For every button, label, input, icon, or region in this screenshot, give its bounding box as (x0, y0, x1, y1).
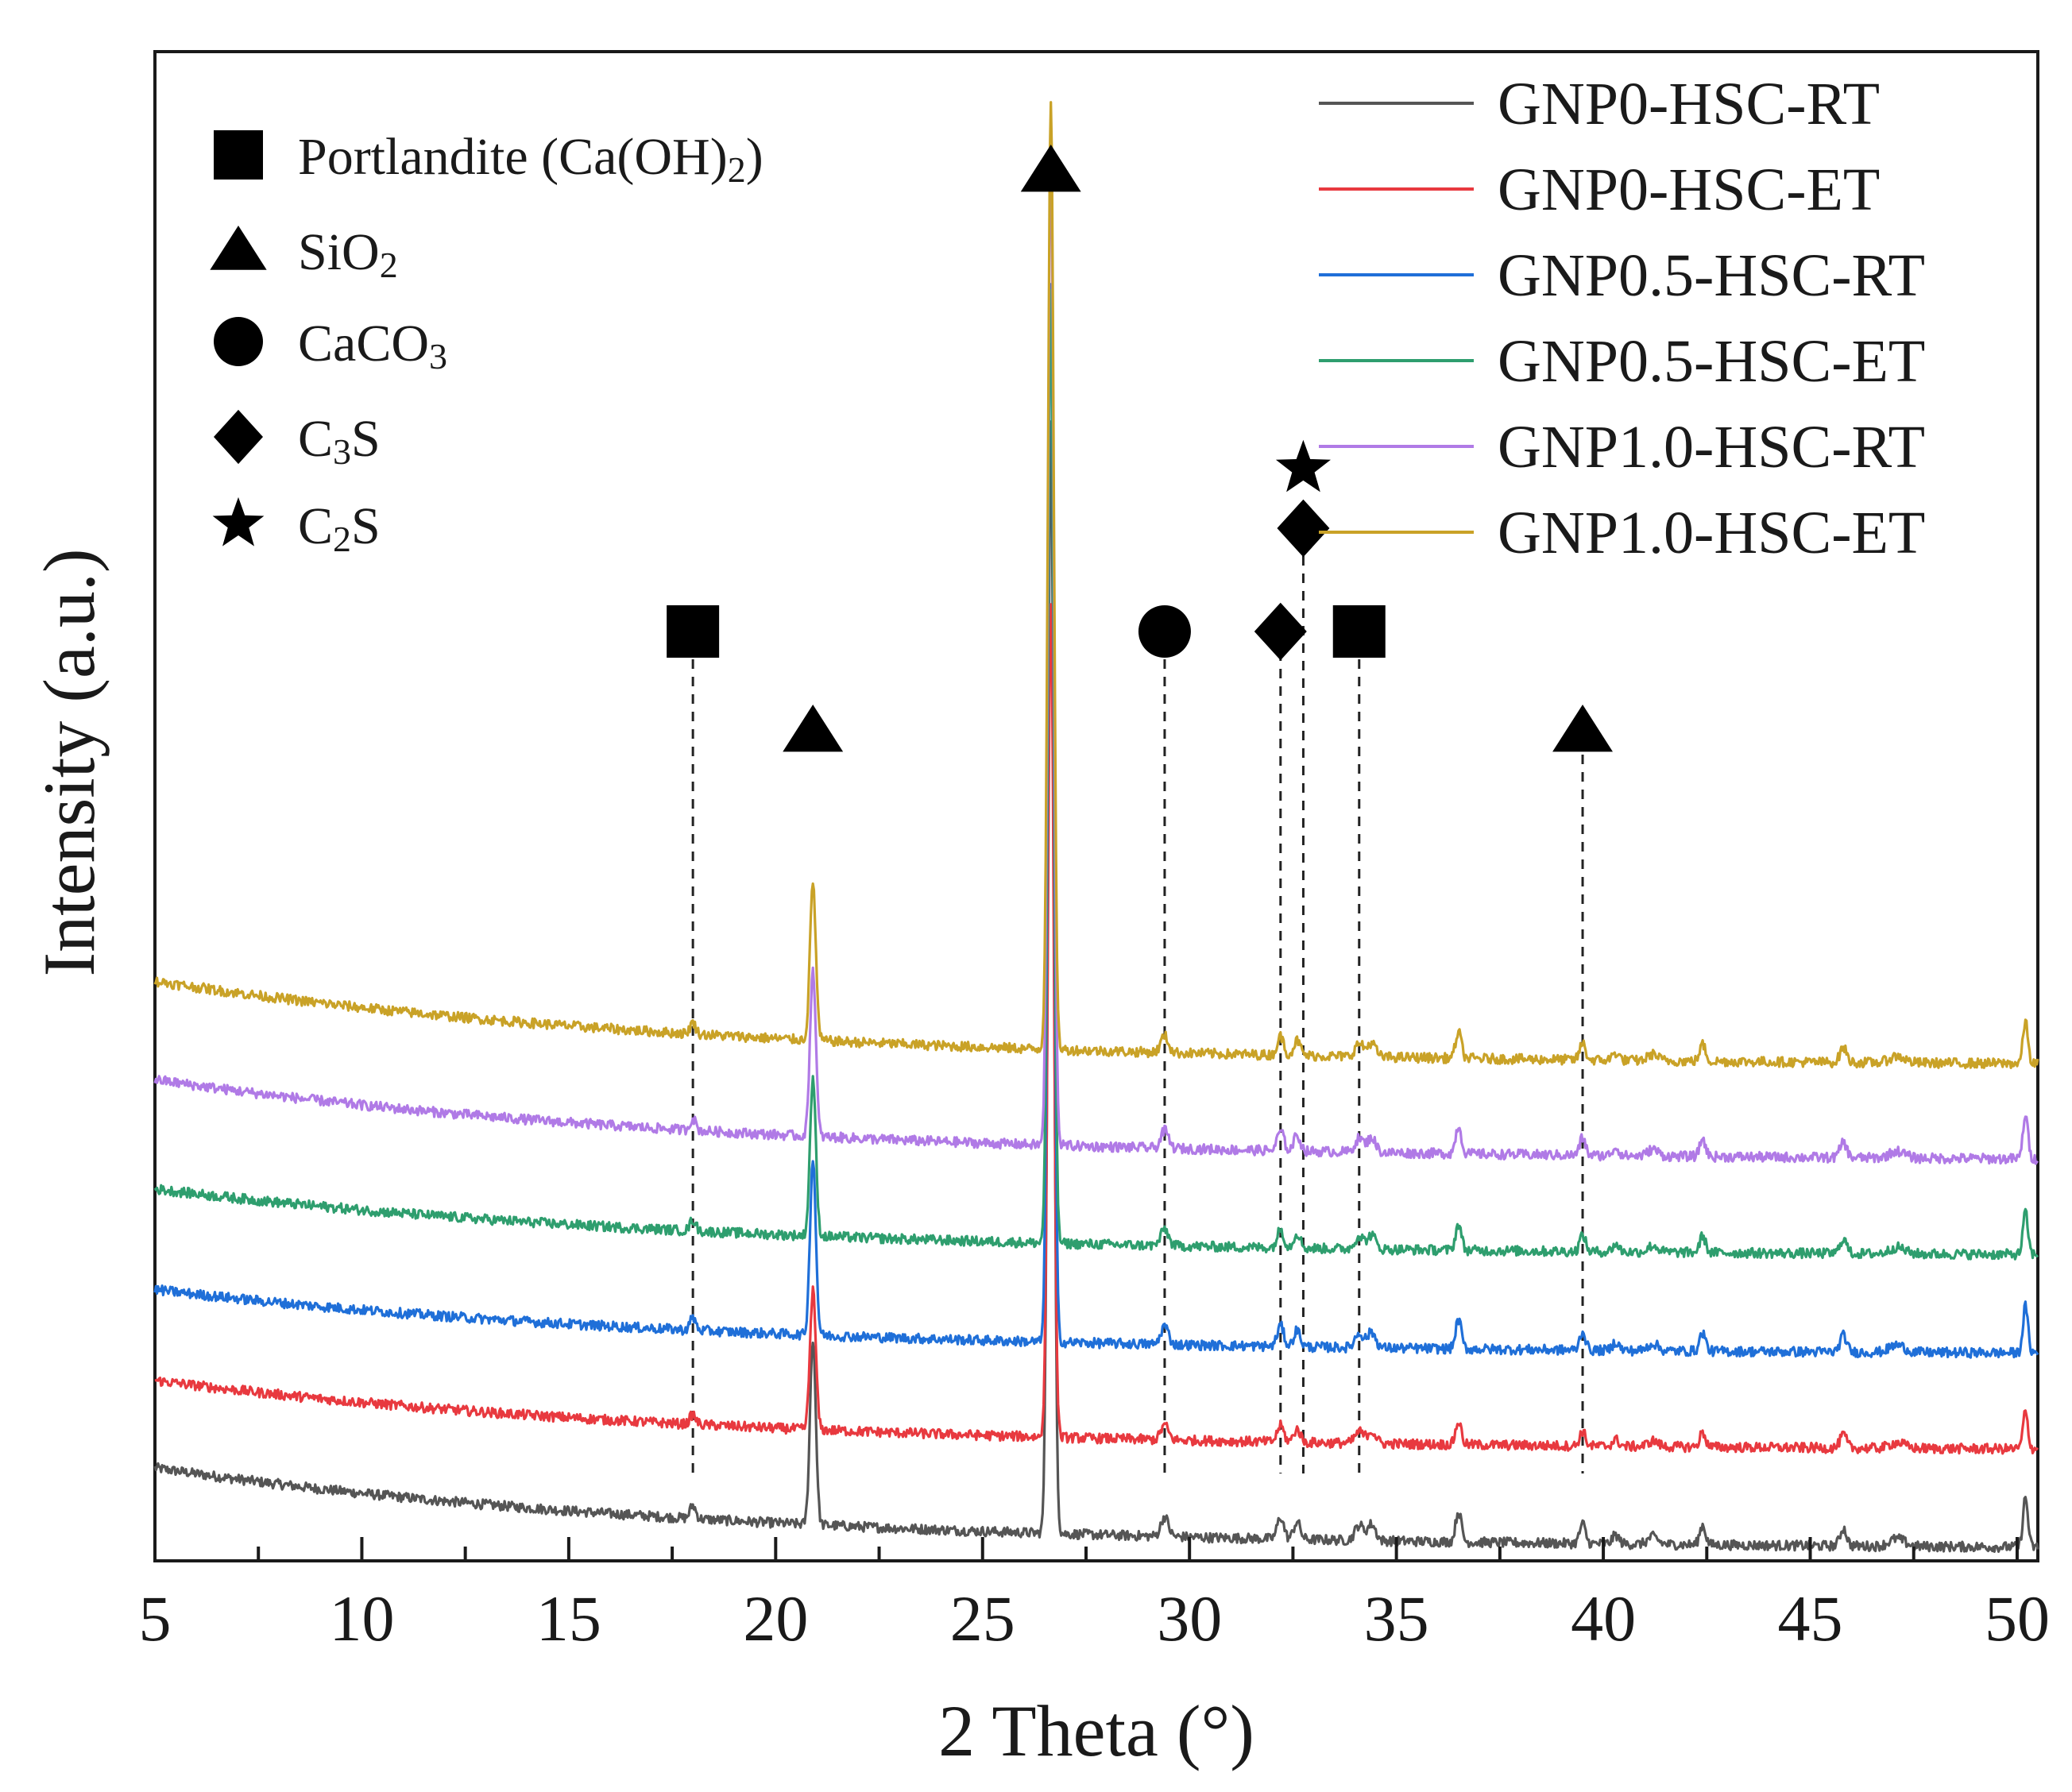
legend-label: GNP0.5-HSC-RT (1498, 242, 1925, 309)
series-layer (153, 101, 2039, 1553)
legend-label: GNP1.0-HSC-RT (1498, 414, 1925, 481)
peak-marker-triangle-icon (1552, 705, 1613, 752)
series-line-2 (153, 283, 2039, 1359)
legend-label: GNP0.5-HSC-ET (1498, 328, 1925, 395)
legend-label: GNP1.0-HSC-ET (1498, 500, 1925, 566)
legend-label: GNP0-HSC-ET (1498, 156, 1880, 223)
series-line-0 (153, 420, 2039, 1553)
peak-marker-diamond-icon (1277, 499, 1330, 558)
legend-circle-icon (214, 317, 263, 366)
phase-legend-label: Portlandite (Ca(OH)2) (298, 128, 763, 190)
series-legend: GNP0-HSC-RT GNP0-HSC-ET GNP0.5-HSC-RT GNP0.… (1319, 71, 1925, 566)
legend-diamond-icon (214, 409, 263, 465)
legend-star-icon (212, 496, 265, 546)
series-line-4 (153, 143, 2039, 1165)
x-axis-title: 2 Theta (°) (938, 1690, 1254, 1771)
phase-legend-label: CaCO3 (298, 315, 447, 377)
peak-marker-star-icon (1275, 439, 1331, 492)
peak-marker-square-icon (667, 605, 720, 658)
x-tick-label: 50 (1985, 1582, 2050, 1655)
x-tick-label: 5 (139, 1582, 172, 1655)
x-axis-ticks: 5 10 15 20 25 30 35 40 45 50 (139, 1537, 2050, 1655)
series-line-5 (153, 101, 2039, 1070)
peak-marker-triangle-icon (1020, 145, 1081, 192)
legend-label: GNP0-HSC-RT (1498, 71, 1880, 137)
phase-legend: Portlandite (Ca(OH)2) SiO2 CaCO3 C3S C2S (210, 128, 763, 559)
phase-legend-label: C2S (298, 497, 381, 559)
peak-marker-diamond-icon (1254, 602, 1307, 661)
series-line-3 (153, 288, 2039, 1261)
x-tick-label: 30 (1157, 1582, 1222, 1655)
x-tick-label: 15 (536, 1582, 601, 1655)
y-axis-title: Intensity (a.u.) (29, 548, 110, 976)
x-tick-label: 35 (1364, 1582, 1429, 1655)
peak-marker-square-icon (1332, 605, 1386, 658)
x-tick-label: 10 (329, 1582, 394, 1655)
legend-triangle-icon (210, 226, 267, 270)
phase-legend-label: C3S (298, 410, 381, 472)
x-tick-label: 20 (743, 1582, 808, 1655)
peak-marker-circle-icon (1138, 605, 1191, 658)
phase-legend-label: SiO2 (298, 223, 398, 285)
peak-marker-triangle-icon (783, 705, 844, 752)
x-tick-label: 25 (950, 1582, 1015, 1655)
legend-square-icon (214, 130, 263, 180)
dashed-guides (691, 556, 1584, 1473)
series-line-1 (154, 603, 2039, 1455)
x-tick-label: 40 (1571, 1582, 1636, 1655)
x-tick-label: 45 (1778, 1582, 1843, 1655)
plot-area (153, 50, 2039, 1562)
peak-markers (667, 145, 1613, 752)
